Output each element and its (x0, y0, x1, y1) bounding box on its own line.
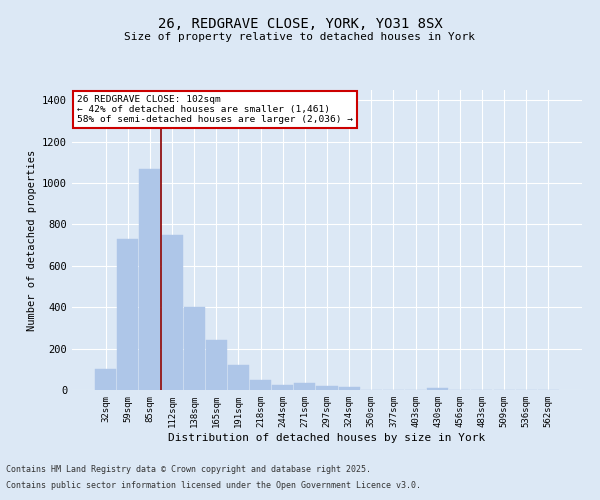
Bar (316, 386, 338, 390)
Y-axis label: Number of detached properties: Number of detached properties (26, 150, 37, 330)
Bar (272, 385, 293, 390)
Bar (118, 239, 139, 390)
Bar (161, 235, 182, 390)
Bar (139, 168, 160, 390)
Text: 26, REDGRAVE CLOSE, YORK, YO31 8SX: 26, REDGRAVE CLOSE, YORK, YO31 8SX (158, 18, 442, 32)
X-axis label: Distribution of detached houses by size in York: Distribution of detached houses by size … (169, 432, 485, 442)
Bar (206, 340, 227, 390)
Bar (295, 383, 316, 390)
Bar (338, 387, 359, 390)
Bar (228, 365, 249, 390)
Bar (95, 370, 116, 390)
Bar (250, 380, 271, 390)
Bar (427, 388, 448, 390)
Text: Size of property relative to detached houses in York: Size of property relative to detached ho… (125, 32, 476, 42)
Text: Contains public sector information licensed under the Open Government Licence v3: Contains public sector information licen… (6, 480, 421, 490)
Bar (184, 307, 205, 390)
Text: Contains HM Land Registry data © Crown copyright and database right 2025.: Contains HM Land Registry data © Crown c… (6, 466, 371, 474)
Text: 26 REDGRAVE CLOSE: 102sqm
← 42% of detached houses are smaller (1,461)
58% of se: 26 REDGRAVE CLOSE: 102sqm ← 42% of detac… (77, 94, 353, 124)
